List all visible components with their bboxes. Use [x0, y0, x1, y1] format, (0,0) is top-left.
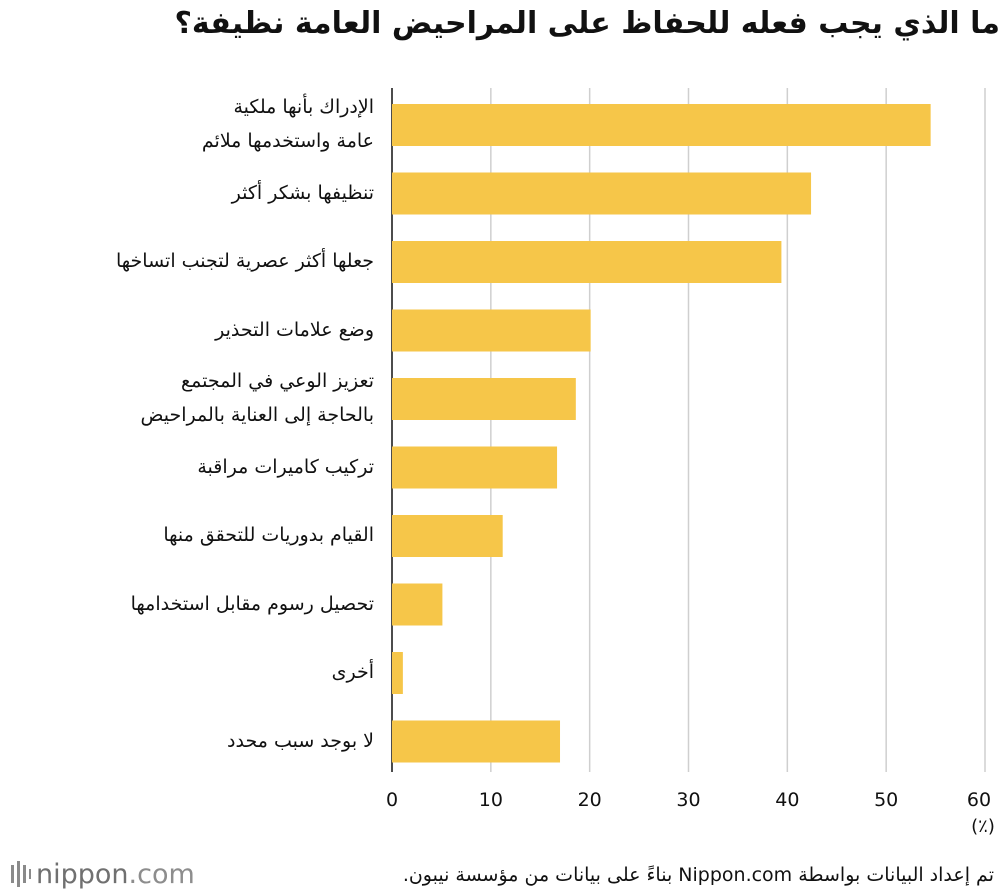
bar — [392, 378, 576, 420]
category-label: القيام بدوريات للتحقق منها — [4, 518, 374, 552]
x-tick-label: 0 — [386, 789, 398, 811]
x-tick-label: 20 — [578, 789, 602, 811]
x-tick-label: 50 — [874, 789, 898, 811]
category-label-line: بالحاجة إلى العناية بالمراحيض — [140, 404, 374, 426]
bar — [392, 172, 812, 215]
category-label: تنظيفها بشكر أكثر — [4, 176, 374, 210]
nippon-logo[interactable]: nippon.com — [10, 858, 195, 892]
bar — [392, 104, 931, 146]
category-label: وضع علامات التحذير — [4, 313, 374, 347]
x-tick-label: 40 — [775, 789, 799, 811]
bar — [392, 515, 503, 557]
category-label-line: عامة واستخدمها ملائم — [201, 130, 374, 152]
bar — [392, 309, 591, 352]
category-label: الإدراك بأنها ملكية عامة واستخدمها ملائم — [4, 90, 374, 158]
category-label-line: تحصيل رسوم مقابل استخدامها — [130, 592, 374, 615]
category-label-line: تعزيز الوعي في المجتمع — [181, 370, 374, 392]
category-label-line: القيام بدوريات للتحقق منها — [163, 524, 374, 546]
logo-mark-icon — [11, 861, 31, 887]
category-label-line: جعلها أكثر عصرية لتجنب اتساخها — [116, 250, 374, 272]
category-label: أخرى — [4, 655, 374, 689]
source-note: تم إعداد البيانات بواسطة Nippon.com بناء… — [402, 864, 994, 886]
bar — [392, 720, 561, 763]
x-axis-ticks: 0 10 20 30 40 50 60 — [386, 789, 991, 811]
category-label: تحصيل رسوم مقابل استخدامها — [4, 587, 374, 621]
logo-brand-text: nippon — [36, 859, 129, 890]
category-label-line: أخرى — [331, 661, 374, 683]
bar — [392, 241, 782, 283]
bars — [392, 104, 931, 763]
category-label: تركيب كاميرات مراقبة — [4, 450, 374, 484]
bar — [392, 583, 443, 626]
x-axis-unit-label: (٪) — [971, 816, 995, 837]
category-label: تعزيز الوعي في المجتمع بالحاجة إلى العناي… — [4, 364, 374, 432]
category-label-line: لا بوجد سبب محدد — [227, 729, 374, 752]
x-tick-label: 30 — [676, 789, 700, 811]
category-label-line: الإدراك بأنها ملكية — [233, 96, 374, 118]
category-label-line: تركيب كاميرات مراقبة — [197, 455, 374, 478]
category-label-line: وضع علامات التحذير — [215, 318, 374, 341]
category-label: جعلها أكثر عصرية لتجنب اتساخها — [4, 244, 374, 278]
bar — [392, 652, 403, 694]
x-tick-label: 60 — [967, 789, 991, 811]
chart-title: ما الذي يجب فعله للحفاظ على المراحيض الع… — [174, 6, 1000, 41]
category-label-line: تنظيفها بشكر أكثر — [231, 181, 374, 204]
logo-suffix-text: .com — [128, 859, 195, 890]
bar — [392, 446, 558, 489]
category-label: لا بوجد سبب محدد — [4, 724, 374, 758]
x-tick-label: 10 — [479, 789, 503, 811]
